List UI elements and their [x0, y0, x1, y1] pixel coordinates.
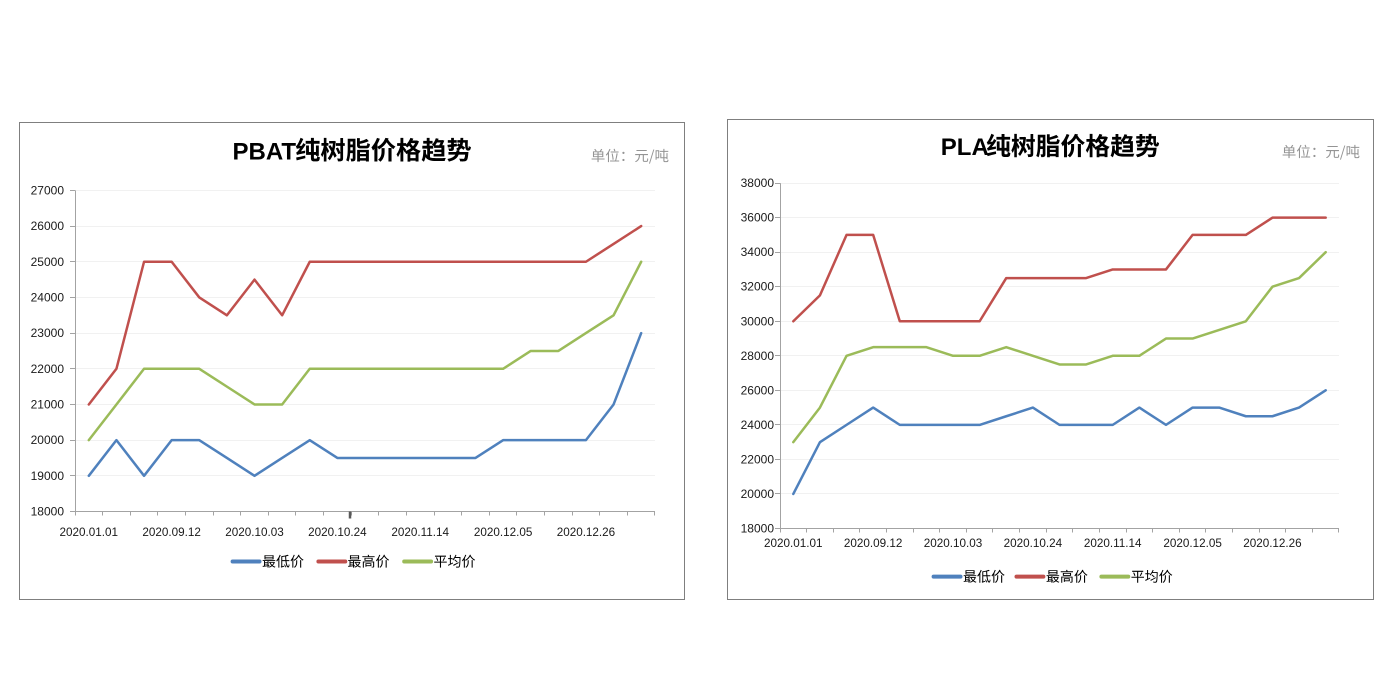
svg-text:18000: 18000 [31, 505, 65, 519]
svg-text:34000: 34000 [741, 245, 775, 259]
svg-text:2020.12.05: 2020.12.05 [1163, 537, 1222, 550]
svg-text:22000: 22000 [31, 362, 65, 376]
svg-text:32000: 32000 [741, 280, 775, 294]
svg-text:PBAT: PBAT [233, 138, 297, 165]
svg-text:20000: 20000 [31, 433, 65, 447]
svg-text:2020.10.03: 2020.10.03 [924, 537, 983, 550]
svg-text:18000: 18000 [741, 522, 775, 536]
svg-text:2020.11.14: 2020.11.14 [1084, 537, 1142, 550]
svg-text:2020.12.26: 2020.12.26 [557, 526, 616, 539]
svg-text:2020.12.26: 2020.12.26 [1243, 537, 1302, 550]
svg-text:2020.01.01: 2020.01.01 [60, 526, 119, 539]
svg-text:2020.09.12: 2020.09.12 [142, 526, 201, 539]
svg-text:PLA: PLA [941, 134, 989, 161]
svg-text:2020.12.05: 2020.12.05 [474, 526, 533, 539]
svg-text:20000: 20000 [741, 487, 775, 501]
svg-text:28000: 28000 [741, 349, 775, 363]
svg-text:2020.01.01: 2020.01.01 [764, 537, 823, 550]
svg-text:25000: 25000 [31, 255, 65, 269]
svg-text:27000: 27000 [31, 183, 65, 197]
svg-text:22000: 22000 [741, 452, 775, 466]
svg-text:2020.10.03: 2020.10.03 [225, 526, 284, 539]
svg-text:26000: 26000 [741, 383, 775, 397]
svg-text:19000: 19000 [31, 469, 65, 483]
svg-text:2020.09.12: 2020.09.12 [844, 537, 903, 550]
svg-text:26000: 26000 [31, 219, 65, 233]
svg-text:23000: 23000 [31, 326, 65, 340]
svg-text:2020.10.24: 2020.10.24 [1004, 537, 1063, 550]
svg-text:2020.10.24: 2020.10.24 [308, 526, 367, 539]
svg-text:24000: 24000 [741, 418, 775, 432]
svg-text:38000: 38000 [741, 176, 775, 190]
svg-text:21000: 21000 [31, 397, 65, 411]
svg-text:36000: 36000 [741, 211, 775, 225]
svg-text:30000: 30000 [741, 314, 775, 328]
svg-text:24000: 24000 [31, 290, 65, 304]
svg-text:2020.11.14: 2020.11.14 [391, 526, 449, 539]
